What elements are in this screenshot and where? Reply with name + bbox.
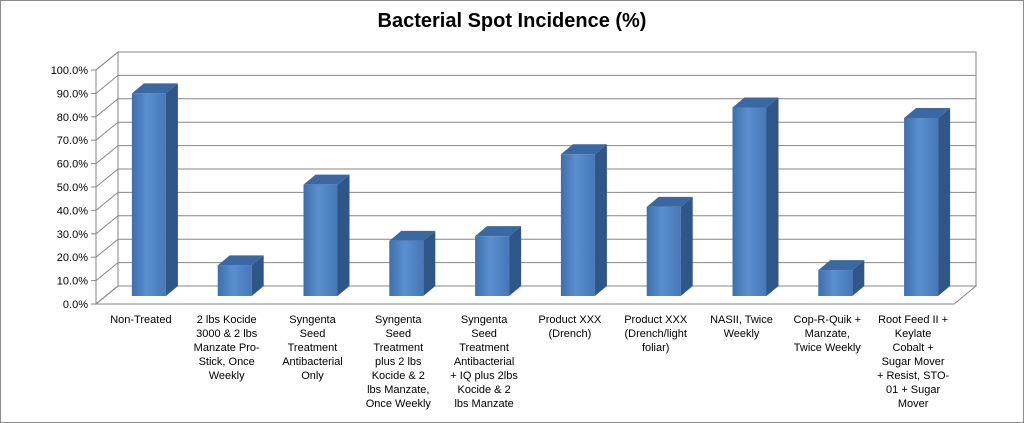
gridline (95, 145, 976, 164)
bar-top (732, 97, 779, 108)
y-tick-label: 80.0% (57, 112, 88, 124)
bar (131, 83, 178, 297)
bar-top (560, 144, 607, 155)
gridline (95, 74, 976, 94)
y-tick-label: 20.0% (57, 252, 88, 264)
gridline (95, 98, 976, 118)
bar-front (217, 265, 252, 296)
bar (818, 260, 865, 296)
bar-front (904, 117, 939, 296)
x-tick-label: Syngenta Seed Treatment Antibacterial + IQ p… (450, 314, 518, 410)
y-tick-label: 60.0% (57, 159, 88, 171)
x-tick-label: Product XXX (Drench) (538, 314, 602, 340)
bar-side (852, 260, 865, 296)
bar-front (732, 107, 767, 296)
x-tick-label: 2 lbs Kocide 3000 & 2 lbs Manzate Pro-Stic… (194, 314, 260, 382)
bar-side (938, 107, 951, 296)
bar-top (303, 174, 350, 185)
bars (131, 83, 951, 297)
bar-front (131, 93, 166, 297)
bar (732, 97, 779, 296)
gridline (95, 51, 976, 71)
bar (389, 230, 436, 296)
bar (560, 144, 607, 296)
x-tick-label: NASII, Twice Weekly (710, 314, 773, 340)
bar (646, 196, 693, 296)
bar-side (680, 196, 693, 296)
bar-side (251, 255, 264, 296)
bar (904, 107, 951, 296)
bar-top (217, 255, 264, 266)
bar-front (560, 154, 595, 296)
x-tick-label: Non-Treated (110, 314, 171, 326)
bar-front (303, 184, 338, 296)
y-tick-label: 30.0% (57, 229, 88, 241)
x-tick-label: Root Feed II + Keylate Cobalt + Sugar Mover… (877, 314, 950, 410)
y-tick-label: 90.0% (57, 88, 88, 100)
bar-top (818, 260, 865, 271)
y-tick-label: 50.0% (57, 182, 88, 194)
x-axis-labels: Non-Treated 2 lbs Kocide 3000 & 2 lbs Manza… (110, 314, 949, 410)
bar-side (509, 226, 522, 296)
bar-side (165, 83, 178, 297)
bar (217, 255, 264, 296)
bar (303, 174, 350, 296)
gridline (95, 191, 976, 211)
y-tick-label: 0.0% (63, 299, 88, 311)
bar-side (423, 230, 436, 296)
bar-front (475, 236, 510, 296)
bar (475, 226, 522, 296)
y-axis-ticks: 0.0% 10.0% 20.0% 30.0% 40.0% 50.0% 60.0% 70.0% 8… (51, 65, 89, 311)
bar-front (818, 270, 853, 296)
bar-side (766, 97, 779, 296)
bar-top (389, 230, 436, 241)
x-tick-label: Syngenta Seed Treatment plus 2 lbs Kocide & … (366, 314, 432, 410)
y-tick-label: 100.0% (51, 65, 89, 77)
x-tick-label: Product XXX (Drench/light foliar) (624, 314, 688, 354)
x-tick-label: Cop-R-Quik + Manzate, Twice Weekly (794, 314, 862, 354)
x-tick-label: Syngenta Seed Treatment Antibacterial Only (282, 314, 343, 382)
bar-side (337, 174, 350, 296)
gridline (95, 168, 976, 188)
y-tick-label: 10.0% (57, 276, 88, 288)
gridline (95, 121, 976, 141)
y-tick-label: 70.0% (57, 135, 88, 147)
gridlines (91, 51, 976, 305)
bar-top (646, 196, 693, 207)
bar-top (131, 83, 178, 94)
y-tick-label: 40.0% (57, 205, 88, 217)
bar-front (646, 206, 681, 296)
bar-top (904, 107, 951, 118)
bar-front (389, 240, 424, 296)
bar-top (475, 226, 522, 237)
chart-title: Bacterial Spot Incidence (%) (377, 10, 647, 32)
bar-side (594, 144, 607, 296)
